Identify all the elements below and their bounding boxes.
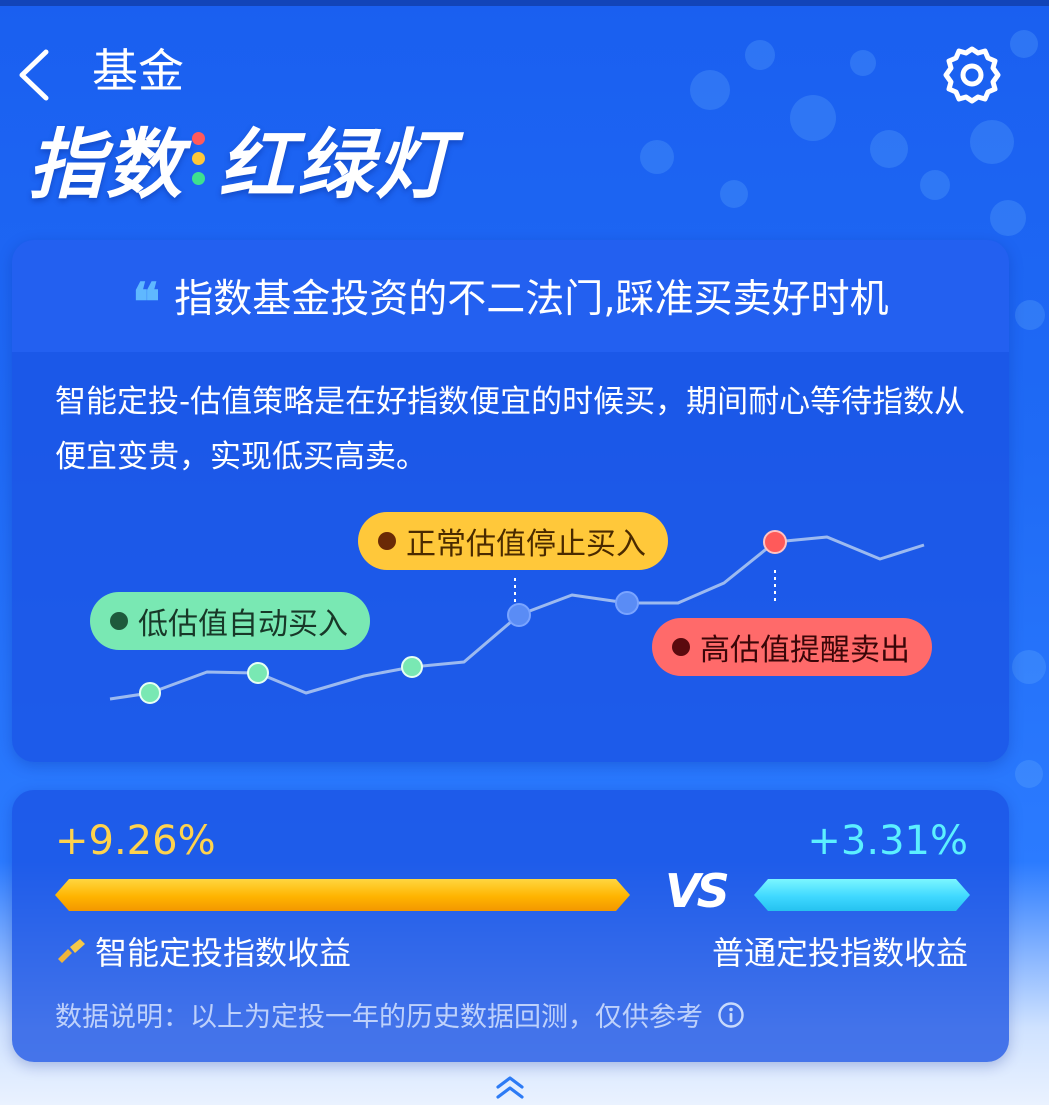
low-valuation-text: 低估值自动买入 [138,607,348,642]
back-button[interactable] [14,46,64,104]
brown-bullet-icon [378,532,396,550]
normal-valuation-text: 正常估值停止买入 [406,527,646,562]
smart-return-bar [55,879,630,911]
dark-red-bullet-icon [672,638,690,656]
normal-return-bar [754,879,970,911]
intro-description: 智能定投-估值策略是在好指数便宜的时候买，期间耐心等待指数从便宜变贵，实现低买高… [55,384,966,475]
high-valuation-label: 高估值提醒卖出 [652,618,932,676]
normal-return-value: +3.31% [807,818,968,864]
intro-card-heading: ❝ 指数基金投资的不二法门,踩准买卖好时机 [12,240,1009,352]
data-note-text: 数据说明：以上为定投一年的历史数据回测，仅供参考 [55,1002,703,1033]
brand-title: 指数 红绿灯 [28,108,453,209]
intro-card: ❝ 指数基金投资的不二法门,踩准买卖好时机 智能定投-估值策略是在好指数便宜的时… [12,240,1009,762]
page-title: 基金 [92,44,184,98]
smart-return-text: 智能定投指数收益 [95,934,352,972]
settings-button[interactable] [940,44,1004,106]
green-marker [401,656,423,678]
vs-label: VS [665,864,730,918]
high-valuation-text: 高估值提醒卖出 [700,633,910,668]
status-strip [0,0,1049,6]
quote-icon: ❝ [132,271,161,333]
strategy-illustration [109,530,925,704]
traffic-light-dots [192,131,205,185]
red-dot [192,131,205,145]
low-valuation-label: 低估值自动买入 [90,592,370,650]
smart-return-value: +9.26% [55,818,216,864]
green-dot [192,171,205,185]
compare-card: +9.26% +3.31% VS 智能定投指数收益 普通定投指数收益 数据说明：… [12,790,1009,1062]
brand-title-left: 指数 [28,120,184,209]
red-marker [763,530,787,554]
blue-marker [507,603,531,627]
yellow-dot [192,151,205,165]
blue-marker [615,591,639,615]
expand-button[interactable] [490,1072,530,1102]
brand-title-right: 红绿灯 [219,120,453,209]
green-marker [247,662,269,684]
intro-heading-text: 指数基金投资的不二法门,踩准买卖好时机 [174,277,889,322]
pen-icon [58,939,85,963]
gear-icon [943,46,1001,104]
chevron-left-icon [19,49,49,101]
data-note: 数据说明：以上为定投一年的历史数据回测，仅供参考 [55,995,745,1034]
smart-return-label: 智能定投指数收益 [55,928,351,974]
green-marker [139,682,161,704]
green-bullet-icon [110,612,128,630]
normal-valuation-label: 正常估值停止买入 [358,512,668,570]
double-chevron-up-icon [496,1076,524,1099]
info-icon[interactable] [717,1001,745,1029]
normal-return-label: 普通定投指数收益 [711,934,968,972]
